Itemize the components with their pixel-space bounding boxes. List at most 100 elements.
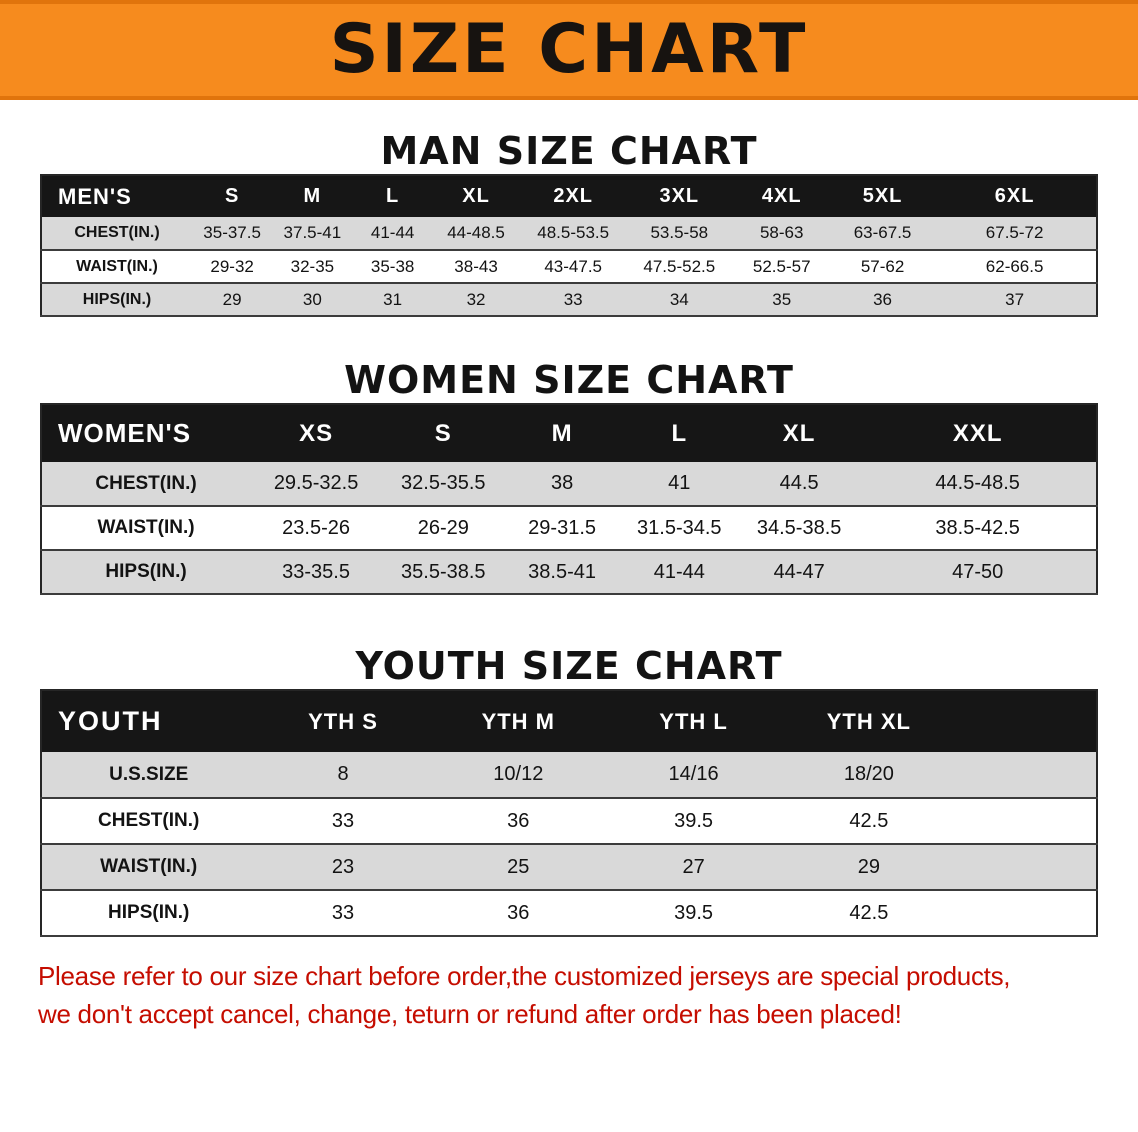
column-header: 5XL	[831, 175, 934, 217]
table-cell: 29-31.5	[504, 506, 620, 551]
table-cell: 41-44	[619, 550, 739, 595]
table-cell: 38.5-41	[504, 550, 620, 595]
table-cell: 25	[430, 844, 606, 891]
table-cell: 53.5-58	[627, 217, 732, 251]
page-title: SIZE CHART	[329, 10, 809, 89]
table-cell: 32-35	[272, 250, 353, 284]
row-label: CHEST(IN.)	[41, 462, 251, 507]
column-header: XXL	[859, 404, 1097, 462]
table-row: WAIST(IN.) 29-32 32-35 35-38 38-43 43-47…	[41, 250, 1097, 284]
disclaimer-line-2: we don't accept cancel, change, teturn o…	[38, 999, 902, 1029]
column-header: L	[619, 404, 739, 462]
table-cell: 33	[519, 283, 628, 317]
column-header: XL	[738, 404, 860, 462]
table-row: CHEST(IN.) 35-37.5 37.5-41 41-44 44-48.5…	[41, 217, 1097, 251]
table-cell: 29-32	[192, 250, 273, 284]
table-cell: 37.5-41	[272, 217, 353, 251]
table-cell: 36	[430, 798, 606, 845]
filler-cell	[956, 752, 1097, 799]
youth-table-corner-label: YOUTH	[41, 690, 256, 752]
table-cell: 35-37.5	[192, 217, 273, 251]
table-cell: 67.5-72	[933, 217, 1097, 251]
women-table-body: CHEST(IN.) 29.5-32.5 32.5-35.5 38 41 44.…	[41, 462, 1097, 595]
table-cell: 41-44	[352, 217, 433, 251]
filler-cell	[956, 798, 1097, 845]
table-cell: 35.5-38.5	[382, 550, 505, 595]
table-cell: 42.5	[781, 890, 957, 937]
filler-cell	[956, 690, 1097, 752]
table-cell: 39.5	[605, 798, 782, 845]
table-cell: 44.5-48.5	[859, 462, 1097, 507]
table-cell: 52.5-57	[731, 250, 832, 284]
size-chart-page: SIZE CHART MAN SIZE CHART MEN'S S M L XL…	[0, 0, 1138, 1033]
column-header: M	[504, 404, 620, 462]
column-header: XL	[432, 175, 520, 217]
column-header: YTH S	[255, 690, 431, 752]
table-cell: 32.5-35.5	[382, 462, 505, 507]
row-label: WAIST(IN.)	[41, 506, 251, 551]
column-header: YTH M	[430, 690, 606, 752]
table-cell: 35-38	[352, 250, 433, 284]
table-cell: 63-67.5	[831, 217, 934, 251]
column-header: L	[352, 175, 433, 217]
row-label: HIPS(IN.)	[41, 550, 251, 595]
table-cell: 30	[272, 283, 353, 317]
youth-section: YOUTH SIZE CHART YOUTH YTH S YTH M YTH L…	[0, 643, 1138, 937]
table-cell: 10/12	[430, 752, 606, 799]
women-table-corner-label: WOMEN'S	[41, 404, 251, 462]
table-cell: 44.5	[738, 462, 860, 507]
table-cell: 33	[255, 890, 431, 937]
column-header: XS	[250, 404, 383, 462]
table-header-row: WOMEN'S XS S M L XL XXL	[41, 404, 1097, 462]
column-header: 4XL	[731, 175, 832, 217]
column-header: S	[192, 175, 273, 217]
men-table-body: CHEST(IN.) 35-37.5 37.5-41 41-44 44-48.5…	[41, 217, 1097, 317]
table-cell: 31.5-34.5	[619, 506, 739, 551]
table-cell: 47.5-52.5	[627, 250, 732, 284]
table-cell: 29.5-32.5	[250, 462, 383, 507]
column-header: 3XL	[627, 175, 732, 217]
table-cell: 44-48.5	[432, 217, 520, 251]
table-cell: 31	[352, 283, 433, 317]
filler-cell	[956, 890, 1097, 937]
table-row: U.S.SIZE 8 10/12 14/16 18/20	[41, 752, 1097, 799]
men-section: MAN SIZE CHART MEN'S S M L XL 2XL 3XL 4X…	[0, 128, 1138, 317]
table-cell: 8	[255, 752, 431, 799]
table-cell: 38.5-42.5	[859, 506, 1097, 551]
table-cell: 33-35.5	[250, 550, 383, 595]
women-section-heading: WOMEN SIZE CHART	[344, 358, 794, 402]
table-cell: 34.5-38.5	[738, 506, 860, 551]
women-section: WOMEN SIZE CHART WOMEN'S XS S M L XL XXL	[0, 357, 1138, 595]
table-cell: 29	[192, 283, 273, 317]
table-cell: 23	[255, 844, 431, 891]
table-row: CHEST(IN.) 29.5-32.5 32.5-35.5 38 41 44.…	[41, 462, 1097, 507]
row-label: CHEST(IN.)	[41, 217, 192, 251]
table-cell: 47-50	[859, 550, 1097, 595]
table-cell: 58-63	[731, 217, 832, 251]
table-cell: 37	[933, 283, 1097, 317]
banner: SIZE CHART	[0, 0, 1138, 100]
row-label: HIPS(IN.)	[41, 283, 192, 317]
table-row: HIPS(IN.) 33-35.5 35.5-38.5 38.5-41 41-4…	[41, 550, 1097, 595]
disclaimer: Please refer to our size chart before or…	[38, 957, 1138, 1033]
column-header: 6XL	[933, 175, 1097, 217]
table-cell: 38-43	[432, 250, 520, 284]
column-header: YTH XL	[781, 690, 957, 752]
table-cell: 48.5-53.5	[519, 217, 628, 251]
table-cell: 36	[430, 890, 606, 937]
table-cell: 36	[831, 283, 934, 317]
table-cell: 35	[731, 283, 832, 317]
table-cell: 39.5	[605, 890, 782, 937]
youth-table-header: YOUTH YTH S YTH M YTH L YTH XL	[41, 690, 1097, 752]
youth-table-body: U.S.SIZE 8 10/12 14/16 18/20 CHEST(IN.) …	[41, 752, 1097, 937]
table-cell: 23.5-26	[250, 506, 383, 551]
youth-section-heading: YOUTH SIZE CHART	[355, 644, 783, 688]
table-cell: 57-62	[831, 250, 934, 284]
row-label: CHEST(IN.)	[41, 798, 256, 845]
table-cell: 41	[619, 462, 739, 507]
table-row: WAIST(IN.) 23 25 27 29	[41, 844, 1097, 891]
table-cell: 44-47	[738, 550, 860, 595]
row-label: WAIST(IN.)	[41, 250, 192, 284]
table-header-row: YOUTH YTH S YTH M YTH L YTH XL	[41, 690, 1097, 752]
row-label: U.S.SIZE	[41, 752, 256, 799]
